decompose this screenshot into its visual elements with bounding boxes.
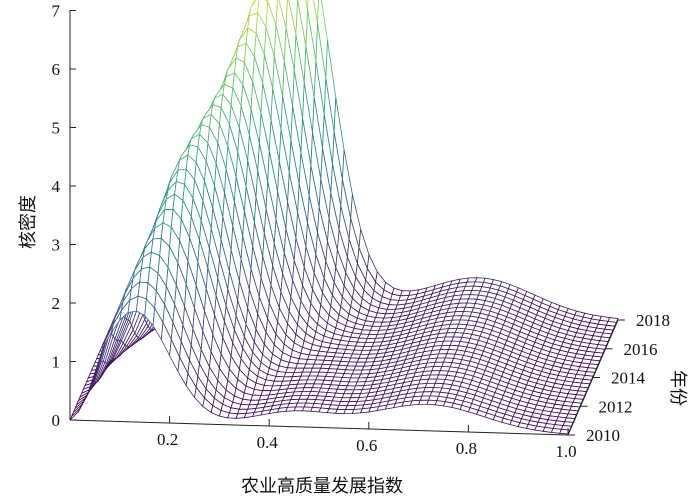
z-tick-label: 7 <box>52 2 61 21</box>
density-surface <box>69 0 619 435</box>
z-axis-title: 核密度 <box>18 195 39 249</box>
year-axis-title: 年份 <box>667 370 688 406</box>
z-tick-label: 2 <box>52 294 61 313</box>
x-tick-labels: 0.2 0.4 0.6 0.8 1.0 <box>157 416 577 461</box>
x-tick-label: 0.2 <box>157 430 178 449</box>
x-tick-label: 0.6 <box>356 436 377 455</box>
z-tick-label: 0 <box>52 411 61 430</box>
x-tick-label: 1.0 <box>555 442 576 461</box>
year-tick-label: 2014 <box>611 369 646 388</box>
year-tick-label: 2010 <box>586 426 620 445</box>
x-axis-line <box>69 419 569 436</box>
x-axis-title: 农业高质量发展指数 <box>241 476 403 497</box>
z-tick-label: 6 <box>52 60 61 79</box>
x-tick-label: 0.4 <box>257 433 279 452</box>
z-tick-label: 4 <box>52 177 61 196</box>
year-tick-label: 2016 <box>624 340 658 359</box>
z-tick-label: 1 <box>52 353 61 372</box>
z-tick-label: 3 <box>52 236 61 255</box>
x-tick-label: 0.8 <box>456 439 477 458</box>
z-tick-label: 5 <box>52 119 61 138</box>
year-tick-label: 2018 <box>636 311 670 330</box>
year-tick-labels: 2010 2012 2014 2016 2018 <box>568 311 670 445</box>
year-tick-label: 2012 <box>599 397 633 416</box>
z-tick-labels: 0 1 2 3 4 5 6 7 <box>52 2 76 430</box>
